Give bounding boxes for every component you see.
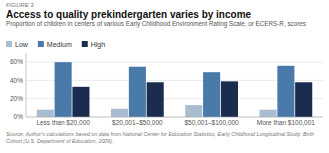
title: Access to quality prekindergarten varies…	[6, 9, 252, 20]
bar	[277, 66, 294, 117]
legend-label: Medium	[47, 41, 72, 48]
bar	[72, 87, 89, 117]
legend-swatch	[6, 41, 12, 47]
text-line: Cohort (U.S. Department of Education, 20…	[6, 138, 113, 144]
y-tick-label: 60%	[10, 58, 23, 65]
x-tick-label: More than $100,001	[257, 119, 316, 126]
bar	[37, 110, 54, 117]
legend-swatch	[82, 41, 88, 47]
bar	[147, 82, 164, 117]
legend-label: High	[91, 41, 106, 49]
legend-label: Low	[15, 41, 29, 48]
bar	[129, 67, 146, 117]
bar	[260, 110, 277, 117]
bar	[111, 109, 128, 117]
chart: FIGURE 3Access to quality prekindergarte…	[0, 0, 329, 153]
bar	[221, 81, 238, 117]
x-tick-label: $20,001–$50,000	[112, 119, 163, 126]
bar	[203, 72, 220, 117]
bar	[295, 82, 312, 117]
bars	[37, 62, 312, 117]
subtitle: Proportion of children in centers of var…	[6, 20, 306, 28]
legend: Low Medium High	[6, 41, 105, 49]
x-tick-label: Less than $20,000	[36, 119, 90, 126]
bar	[55, 62, 72, 117]
y-axis-line	[26, 53, 27, 117]
x-axis-line	[26, 117, 323, 118]
legend-swatch	[38, 41, 44, 47]
text-line: Proportion of children in centers of var…	[6, 20, 306, 28]
y-tick-label: 0%	[14, 113, 24, 120]
y-tick-label: 40%	[10, 77, 23, 84]
x-tick-label: $50,001–$100,000	[185, 119, 240, 126]
text-line: Source: Author's calculations based on d…	[6, 131, 314, 137]
bar	[185, 105, 202, 117]
source-note: Source: Author's calculations based on d…	[6, 131, 314, 144]
figure-label: FIGURE 3	[6, 2, 34, 8]
y-tick-label: 20%	[10, 95, 23, 102]
